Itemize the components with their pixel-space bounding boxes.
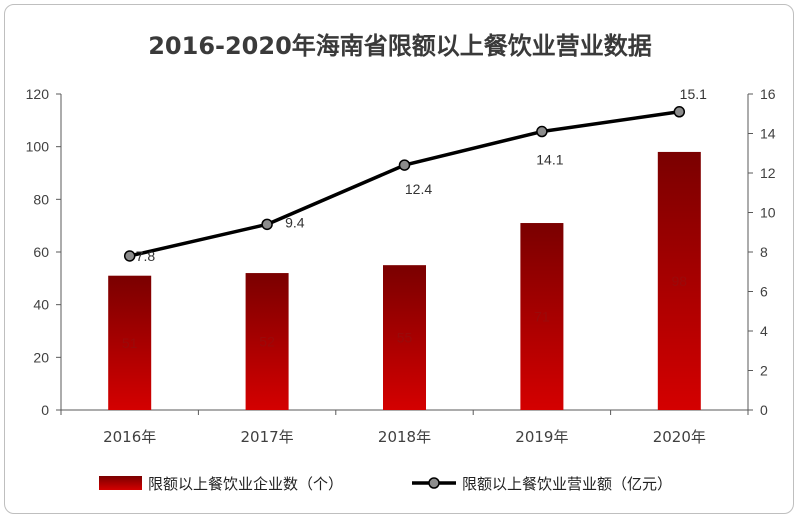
x-tick-label: 2016年 [103,428,156,446]
line-point [398,159,411,171]
bar [657,151,701,410]
line-data-label: 7.8 [136,248,156,264]
y-left-tick-label: 80 [33,191,49,207]
legend-bar-label: 限额以上餐饮业企业数（个） [148,475,343,493]
y-left-tick-label: 120 [26,86,50,102]
line-data-label: 14.1 [536,152,563,168]
line-series: 7.8 9.4 12.4 14.1 15.1 [123,86,707,264]
line-data-label: 15.1 [680,86,707,102]
line-point [673,106,686,118]
legend-line-marker [428,477,440,489]
y-right-tick-label: 2 [760,363,768,379]
y-right-tick-label: 14 [760,126,776,142]
line-data-label: 12.4 [405,181,432,197]
bar-data-label: 51 [122,335,138,351]
line-data-label: 9.4 [285,214,305,230]
y-right-tick-label: 12 [760,165,776,181]
y-right-tick-label: 4 [760,323,768,339]
y-right-tick-label: 8 [760,244,768,260]
x-tick-label: 2018年 [378,428,431,446]
line-point [261,218,273,231]
line-point [123,250,136,262]
legend-bar-swatch [99,476,142,490]
legend: 限额以上餐饮业企业数（个） 限额以上餐饮业营业额（亿元） [99,475,672,493]
y-left-tick-label: 40 [33,297,49,313]
x-tick-label: 2020年 [653,428,706,446]
bar-data-label: 55 [397,330,413,346]
y-left-tick-label: 20 [33,349,49,365]
bar-data-label: 52 [259,334,275,350]
legend-line-label: 限额以上餐饮业营业额（亿元） [462,475,672,493]
bar-data-label: 71 [534,309,550,325]
axes: 0 20 40 60 80 100 120 0 2 4 6 8 10 12 14 16 2016年 2017年 20… [26,86,776,446]
bar-data-label: 98 [672,273,688,289]
x-tick-label: 2017年 [241,428,294,446]
chart-title: 2016-2020年海南省限额以上餐饮业营业数据 [148,32,652,60]
y-left-tick-label: 0 [41,402,49,418]
bar-series: 51 52 55 71 98 [108,151,701,410]
bar [108,275,152,410]
y-right-tick-label: 6 [760,284,768,300]
y-left-tick-label: 60 [33,244,49,260]
x-tick-label: 2019年 [515,428,568,446]
y-right-tick-label: 0 [760,402,768,418]
y-left-tick-label: 100 [26,139,50,155]
y-right-tick-label: 16 [760,86,776,102]
bar [520,223,564,410]
bar [383,265,426,410]
line-point [536,125,548,138]
bar [245,273,289,410]
y-right-tick-label: 10 [760,205,776,221]
